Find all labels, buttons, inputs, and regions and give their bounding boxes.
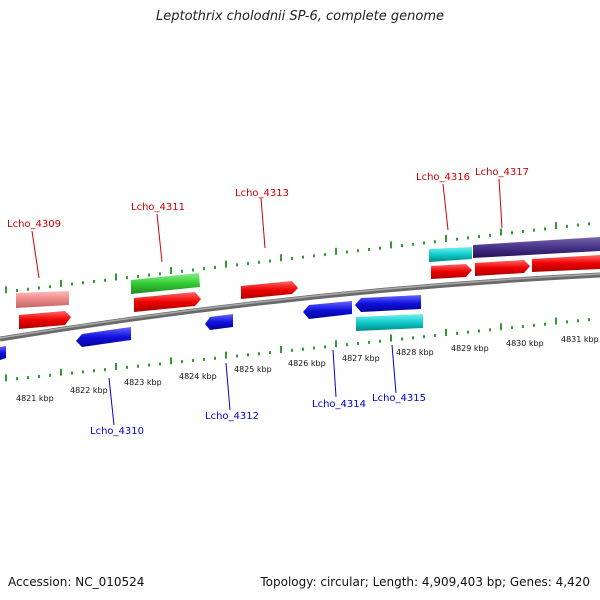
scale-label: 4824 kbp	[179, 372, 217, 381]
scale-label: 4822 kbp	[70, 386, 108, 395]
topology-text: Topology: circular; Length: 4,909,403 bp…	[260, 575, 590, 589]
reverse-gene-labels: Lcho_4310 Lcho_4312 Lcho_4314 Lcho_4315	[90, 393, 426, 437]
gene-label-lcho-4317: Lcho_4317	[475, 167, 529, 178]
label-connectors	[31, 178, 503, 426]
scale-labels: 4821 kbp 4822 kbp 4823 kbp 4824 kbp 4825…	[16, 335, 599, 403]
gene-lcho-4311[interactable]	[131, 273, 200, 294]
gene-label-lcho-4309: Lcho_4309	[7, 219, 61, 230]
gene-red-a[interactable]	[19, 311, 71, 329]
genome-title: Leptothrix cholodnii SP-6, complete geno…	[156, 9, 444, 24]
upper-tick-track	[5, 222, 590, 294]
gene-label-lcho-4315: Lcho_4315	[372, 393, 426, 404]
forward-genes	[16, 237, 600, 329]
scale-label: 4826 kbp	[288, 359, 326, 368]
genome-backbone	[0, 272, 600, 342]
gene-blue-left[interactable]	[0, 346, 6, 360]
forward-gene-labels: Lcho_4309 Lcho_4311 Lcho_4313 Lcho_4316 …	[7, 167, 529, 230]
accession-text: Accession: NC_010524	[8, 575, 145, 589]
lower-tick-track	[5, 317, 590, 382]
gene-lcho-4314[interactable]	[303, 301, 352, 319]
gene-label-lcho-4312: Lcho_4312	[205, 411, 259, 422]
gene-red-e[interactable]	[532, 255, 600, 272]
gene-blue-mid[interactable]	[355, 295, 421, 312]
gene-lcho-4315[interactable]	[356, 314, 423, 331]
gene-lcho-4309[interactable]	[16, 291, 69, 308]
scale-label: 4829 kbp	[451, 344, 489, 353]
gene-label-lcho-4310: Lcho_4310	[90, 426, 144, 437]
gene-label-lcho-4316: Lcho_4316	[416, 172, 470, 183]
gene-red-c[interactable]	[431, 264, 472, 279]
reverse-genes	[0, 295, 423, 360]
gene-label-lcho-4311: Lcho_4311	[131, 202, 185, 213]
gene-lcho-4317[interactable]	[473, 237, 600, 258]
gene-red-d[interactable]	[475, 260, 530, 276]
scale-label: 4827 kbp	[342, 354, 380, 363]
gene-lcho-4313[interactable]	[241, 281, 298, 299]
gene-red-b[interactable]	[134, 292, 201, 312]
gene-lcho-4316[interactable]	[429, 247, 472, 262]
scale-label: 4828 kbp	[396, 348, 434, 357]
gene-label-lcho-4313: Lcho_4313	[235, 188, 289, 199]
gene-label-lcho-4314: Lcho_4314	[312, 399, 366, 410]
scale-label: 4825 kbp	[234, 365, 272, 374]
gene-lcho-4310[interactable]	[76, 327, 131, 347]
scale-label: 4821 kbp	[16, 394, 54, 403]
scale-label: 4831 kbp	[561, 335, 599, 344]
scale-label: 4830 kbp	[506, 339, 544, 348]
scale-label: 4823 kbp	[124, 378, 162, 387]
gene-lcho-4312[interactable]	[205, 314, 233, 330]
